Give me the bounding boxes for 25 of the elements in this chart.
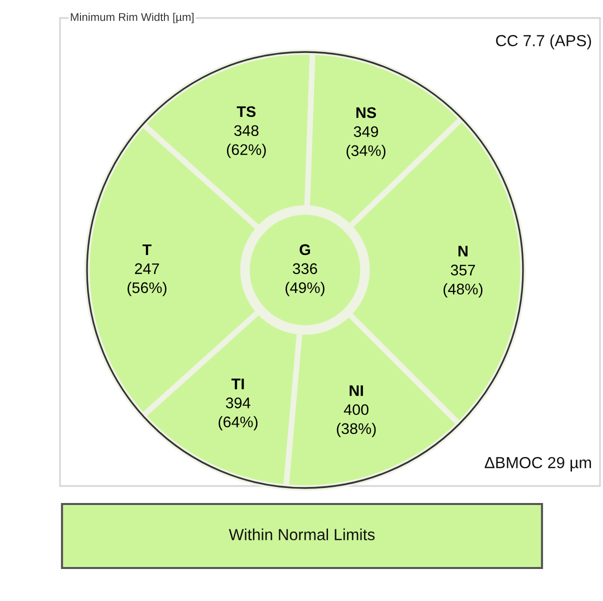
text: Within Normal Limits xyxy=(228,528,375,540)
category-label: NI xyxy=(350,385,363,396)
data-label: (64%) xyxy=(218,416,258,430)
text: CC 7.7 (APS) xyxy=(496,34,592,50)
text: Minimum Rim Width [µm] xyxy=(70,12,194,24)
data-label: 400 xyxy=(344,404,368,416)
text: ΔBMOC 29 µm xyxy=(484,456,591,472)
category-label: G xyxy=(300,244,310,256)
data-label: 357 xyxy=(450,264,475,276)
data-label: 348 xyxy=(234,125,258,136)
data-label: (48%) xyxy=(444,283,482,298)
data-label: 349 xyxy=(354,126,378,138)
data-label: (38%) xyxy=(336,422,376,438)
category-label: TS xyxy=(236,106,256,118)
data-label: 394 xyxy=(226,398,250,408)
data-label: (49%) xyxy=(286,282,324,296)
data-label: (56%) xyxy=(128,282,166,296)
data-label: 336 xyxy=(292,263,318,274)
category-label: N xyxy=(458,246,468,256)
data-label: (34%) xyxy=(346,144,386,160)
category-label: T xyxy=(142,244,152,255)
data-label: (62%) xyxy=(226,144,266,158)
category-label: TI xyxy=(231,378,244,390)
data-label: 247 xyxy=(135,263,159,274)
category-label: NS xyxy=(356,107,376,118)
